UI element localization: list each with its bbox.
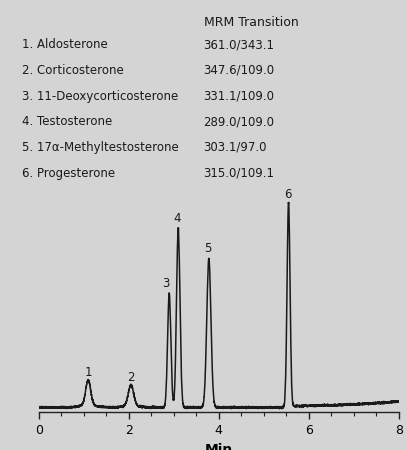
Text: 303.1/97.0: 303.1/97.0 [204, 141, 267, 154]
Text: 5. 17α-Methyltestosterone: 5. 17α-Methyltestosterone [22, 141, 179, 154]
Text: MRM Transition: MRM Transition [204, 16, 298, 29]
Text: 331.1/109.0: 331.1/109.0 [204, 90, 274, 103]
Text: 1: 1 [84, 366, 92, 379]
Text: 361.0/343.1: 361.0/343.1 [204, 38, 274, 51]
Text: 2: 2 [127, 371, 135, 384]
Text: 5: 5 [204, 242, 212, 255]
Text: 315.0/109.1: 315.0/109.1 [204, 166, 274, 180]
Text: 4. Testosterone: 4. Testosterone [22, 115, 113, 128]
Text: 1. Aldosterone: 1. Aldosterone [22, 38, 108, 51]
Text: 3. 11-Deoxycorticosterone: 3. 11-Deoxycorticosterone [22, 90, 179, 103]
Text: 6: 6 [284, 188, 292, 201]
Text: 289.0/109.0: 289.0/109.0 [204, 115, 274, 128]
Text: 2. Corticosterone: 2. Corticosterone [22, 64, 124, 77]
Text: 6. Progesterone: 6. Progesterone [22, 166, 116, 180]
Text: 347.6/109.0: 347.6/109.0 [204, 64, 275, 77]
X-axis label: Min: Min [205, 444, 233, 450]
Text: 4: 4 [174, 212, 181, 225]
Text: 3: 3 [162, 277, 170, 290]
